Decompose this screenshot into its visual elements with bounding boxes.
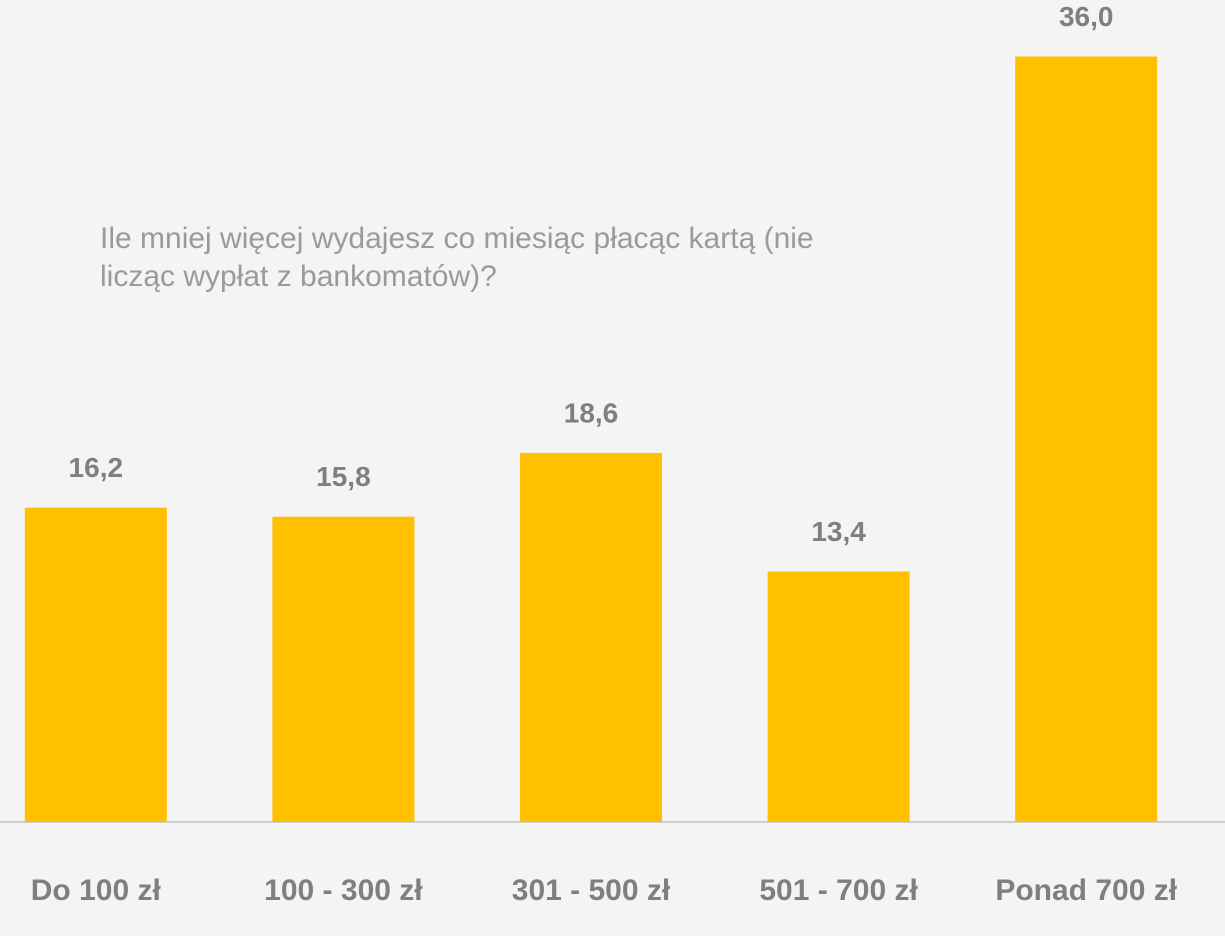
chart-title: Ile mniej więcej wydajesz co miesiąc pła…	[100, 222, 814, 293]
value-label: 18,6	[564, 397, 619, 428]
bar	[272, 516, 415, 822]
bar	[520, 452, 662, 822]
x-tick-label: 501 - 700 zł	[759, 874, 918, 907]
x-tick-label: Do 100 zł	[31, 874, 162, 907]
x-tick-label: Ponad 700 zł	[995, 874, 1177, 907]
value-label: 13,4	[811, 516, 866, 547]
x-tick-label: 301 - 500 zł	[512, 874, 671, 907]
bar	[767, 571, 910, 822]
bar	[1015, 56, 1158, 823]
x-tick-label: 100 - 300 zł	[264, 874, 423, 907]
bar	[24, 507, 167, 822]
value-label: 16,2	[69, 452, 124, 483]
value-label: 36,0	[1059, 1, 1114, 32]
value-label: 15,8	[316, 461, 371, 492]
